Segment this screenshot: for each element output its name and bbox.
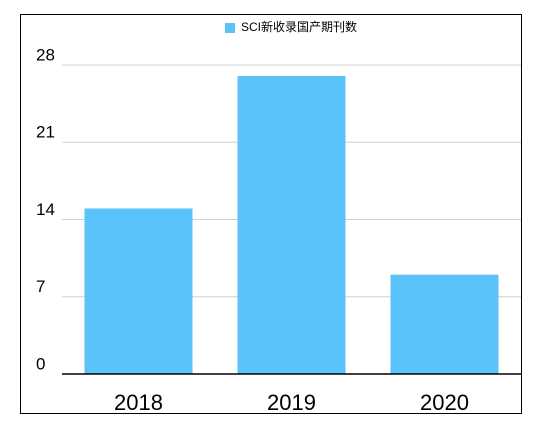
legend-swatch [225,23,235,33]
bar [390,274,499,374]
bar [237,76,346,375]
x-tick-label: 2018 [114,390,163,415]
y-tick-label: 28 [36,45,55,64]
x-tick-label: 2019 [267,390,316,415]
y-tick-label: 0 [36,354,45,373]
x-tick-label: 2020 [420,390,469,415]
y-tick-label: 21 [36,123,55,142]
y-tick-label: 14 [36,200,55,219]
y-tick-label: 7 [36,277,45,296]
bar [84,208,193,374]
legend-label: SCI新收录国产期刊数 [241,19,357,34]
